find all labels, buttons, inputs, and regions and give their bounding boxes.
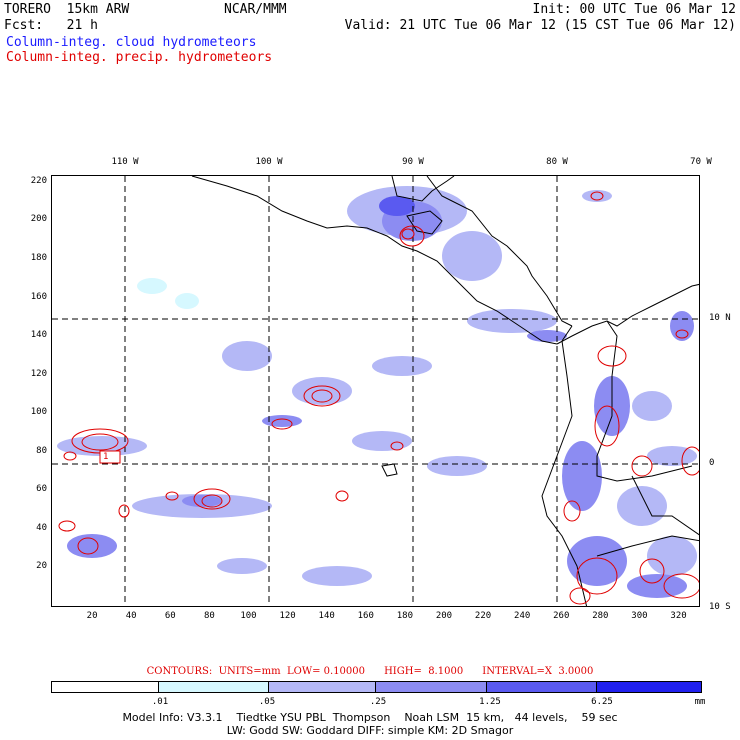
- lon-label-80w: 80 W: [546, 157, 568, 167]
- colorbar-segment: [486, 682, 598, 692]
- x-tick-label: 320: [670, 611, 687, 621]
- x-tick-label: 60: [164, 611, 176, 621]
- y-tick-label: 200: [30, 214, 47, 225]
- x-tick-label: 300: [631, 611, 648, 621]
- x-tick-label: 240: [514, 611, 531, 621]
- colorbar-label: 1.25: [479, 697, 501, 707]
- lat-label-10s: 10 S: [709, 602, 731, 612]
- lon-label-100w: 100 W: [255, 157, 283, 167]
- lon-label-70w: 70 W: [690, 157, 712, 167]
- init-time: Init: 00 UTC Tue 06 Mar 12: [532, 2, 737, 17]
- colorbar-label: .25: [369, 697, 387, 707]
- region-box: [99, 450, 121, 464]
- x-tick-label: 180: [396, 611, 413, 621]
- y-tick-label: 100: [30, 407, 47, 418]
- colorbar-segment: [597, 682, 701, 692]
- y-tick-label: 80: [36, 445, 47, 456]
- model-info-line1: Model Info: V3.3.1 Tiedtke YSU PBL Thomp…: [122, 711, 618, 724]
- contour-info: CONTOURS: UNITS=mm LOW= 0.10000 HIGH= 8.…: [146, 666, 594, 677]
- x-tick-label: 200: [435, 611, 453, 621]
- x-tick-label: 140: [318, 611, 335, 621]
- colorbar: [51, 681, 702, 693]
- colorbar-segment: [159, 682, 270, 692]
- graticule-lines: [52, 176, 699, 606]
- x-tick-label: 20: [86, 611, 98, 621]
- cloud-hydrometeor-fill: [57, 186, 697, 598]
- coastline-outlines: [191, 176, 699, 606]
- model-info-line2: LW: Godd SW: Goddard DIFF: simple KM: 2D…: [226, 724, 514, 737]
- y-tick-label: 60: [36, 484, 47, 495]
- y-tick-label: 140: [30, 330, 47, 341]
- y-tick-label: 160: [30, 291, 47, 302]
- y-tick-label: 180: [30, 252, 47, 263]
- colorbar-segment: [52, 682, 160, 692]
- x-tick-label: 40: [125, 611, 137, 621]
- x-tick-label: 260: [553, 611, 570, 621]
- region-box-label: 1: [103, 452, 109, 462]
- valid-time: Valid: 21 UTC Tue 06 Mar 12 (15 CST Tue …: [344, 18, 736, 33]
- x-tick-label: 220: [474, 611, 492, 621]
- y-tick-label: 40: [36, 522, 47, 533]
- field1-title: Column-integ. cloud hydrometeors: [6, 35, 257, 50]
- x-tick-label: 160: [357, 611, 374, 621]
- y-tick-label: 120: [30, 368, 47, 379]
- map-svg: [52, 176, 699, 606]
- x-tick-label: 120: [279, 611, 296, 621]
- x-tick-label: 100: [240, 611, 257, 621]
- forecast-map: 1: [51, 175, 700, 607]
- y-tick-label: 20: [36, 561, 47, 572]
- forecast-hour: Fcst: 21 h: [4, 18, 98, 33]
- lat-label-10n: 10 N: [709, 313, 731, 323]
- field2-title: Column-integ. precip. hydrometeors: [6, 50, 273, 65]
- colorbar-segment: [376, 682, 487, 692]
- model-title: TORERO 15km ARW: [4, 2, 130, 17]
- precip-contours: [58, 191, 699, 605]
- lon-label-110w: 110 W: [111, 157, 139, 167]
- colorbar-label: .05: [258, 697, 276, 707]
- organization-label: NCAR/MMM: [224, 2, 287, 17]
- colorbar-label: mm: [694, 697, 706, 707]
- colorbar-label: .01: [151, 697, 169, 707]
- lon-label-90w: 90 W: [402, 157, 424, 167]
- lat-label-0: 0: [709, 458, 715, 468]
- y-tick-label: 220: [30, 175, 47, 186]
- x-tick-label: 80: [203, 611, 215, 621]
- colorbar-label: 6.25: [591, 697, 613, 707]
- colorbar-segment: [269, 682, 377, 692]
- x-tick-label: 280: [592, 611, 609, 621]
